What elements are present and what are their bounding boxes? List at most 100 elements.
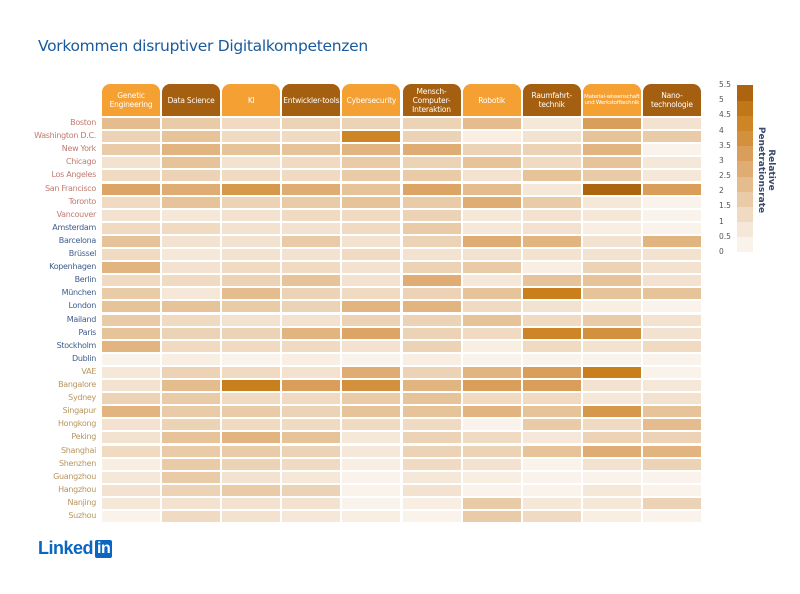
heatmap-cell [162,419,221,431]
heatmap-cell [342,144,401,156]
heatmap-cell [642,288,701,300]
heatmap-cell [642,497,701,509]
heatmap-cell [582,235,641,247]
heatmap-cell [102,484,160,496]
row-label: London [68,301,96,311]
heatmap-cell [102,118,160,129]
heatmap-cell [642,157,701,169]
heatmap-cell [162,432,221,444]
heatmap-cell [342,131,401,143]
heatmap-cell [102,222,160,234]
heatmap-cell [462,183,521,195]
colorbar-band [737,100,753,116]
heatmap-cell [402,157,461,169]
heatmap-cell [162,118,221,129]
heatmap-cell [522,419,581,431]
heatmap-cell [342,445,401,457]
heatmap-cell [102,393,160,405]
heatmap-cell [582,497,641,509]
row-label: Nanjing [67,497,97,507]
heatmap-cell [582,196,641,208]
column-header: Material-wissenschaft und Werkstofftechn… [582,84,641,116]
heatmap-cell [582,209,641,221]
heatmap-cell [282,262,341,274]
heatmap-cell [642,511,701,522]
row-label: Sydney [68,393,96,403]
heatmap-cell [282,222,341,234]
row-label: Stockholm [56,340,97,350]
heatmap-cell [462,393,521,405]
heatmap-cell [162,366,221,378]
colorbar-band [737,176,753,192]
heatmap-cell [222,209,281,221]
heatmap-cell [342,393,401,405]
heatmap-cell [282,288,341,300]
colorbar-tick: 1.5 [719,201,731,211]
heatmap-cell [582,432,641,444]
heatmap-cell [402,301,461,313]
heatmap-cell [402,249,461,260]
row-label: Los Angeles [51,170,97,180]
heatmap-cell [102,157,160,169]
heatmap-cell [282,301,341,313]
row-label: Kopenhagen [49,262,96,272]
heatmap-cell [222,380,281,391]
heatmap-cell [402,471,461,483]
heatmap-cell [582,314,641,326]
heatmap-cell [462,157,521,169]
heatmap-cell [342,183,401,195]
row-label: Toronto [68,196,97,206]
heatmap-cell [402,327,461,339]
heatmap-cell [582,327,641,339]
heatmap-cell [522,458,581,470]
heatmap-cell [162,406,221,418]
heatmap-cell [282,183,341,195]
heatmap-cell [462,353,521,365]
heatmap-cell [102,458,160,470]
heatmap-cell [582,445,641,457]
logo-badge: in [95,539,113,558]
heatmap-cell [282,340,341,352]
heatmap-cell [102,196,160,208]
colorbar-band [737,160,753,177]
heatmap-cell [582,262,641,274]
heatmap-cell [222,366,281,378]
colorbar-band [737,206,753,223]
heatmap-cell [102,235,160,247]
heatmap-cell [582,366,641,378]
heatmap-cell [522,471,581,483]
heatmap-cell [282,314,341,326]
heatmap-cell [582,131,641,143]
heatmap-cell [642,183,701,195]
heatmap-cell [342,353,401,365]
heatmap-cell [402,432,461,444]
heatmap-cell [162,314,221,326]
heatmap-cell [342,170,401,182]
colorbar-band [737,221,753,238]
colorbar-tick: 4 [719,125,724,135]
heatmap-cell [522,511,581,522]
row-label: VAE [81,366,96,376]
heatmap-cell [282,471,341,483]
heatmap-cell [462,222,521,234]
heatmap-cell [282,380,341,391]
colorbar-band [737,145,753,162]
row-label: Bangalore [58,380,96,389]
row-label: Peking [71,432,96,442]
heatmap-cell [642,458,701,470]
heatmap-cell [222,170,281,182]
heatmap-cell [642,301,701,313]
heatmap-cell [102,353,160,365]
row-label: München [61,288,97,298]
heatmap-cell [222,183,281,195]
heatmap-cell [642,380,701,391]
heatmap-cell [462,327,521,339]
heatmap-cell [282,327,341,339]
heatmap-cell [462,432,521,444]
heatmap-cell [462,288,521,300]
logo-text: Linked [38,538,94,558]
heatmap-cell [162,144,221,156]
heatmap-cell [342,275,401,287]
heatmap-cell [642,118,701,129]
